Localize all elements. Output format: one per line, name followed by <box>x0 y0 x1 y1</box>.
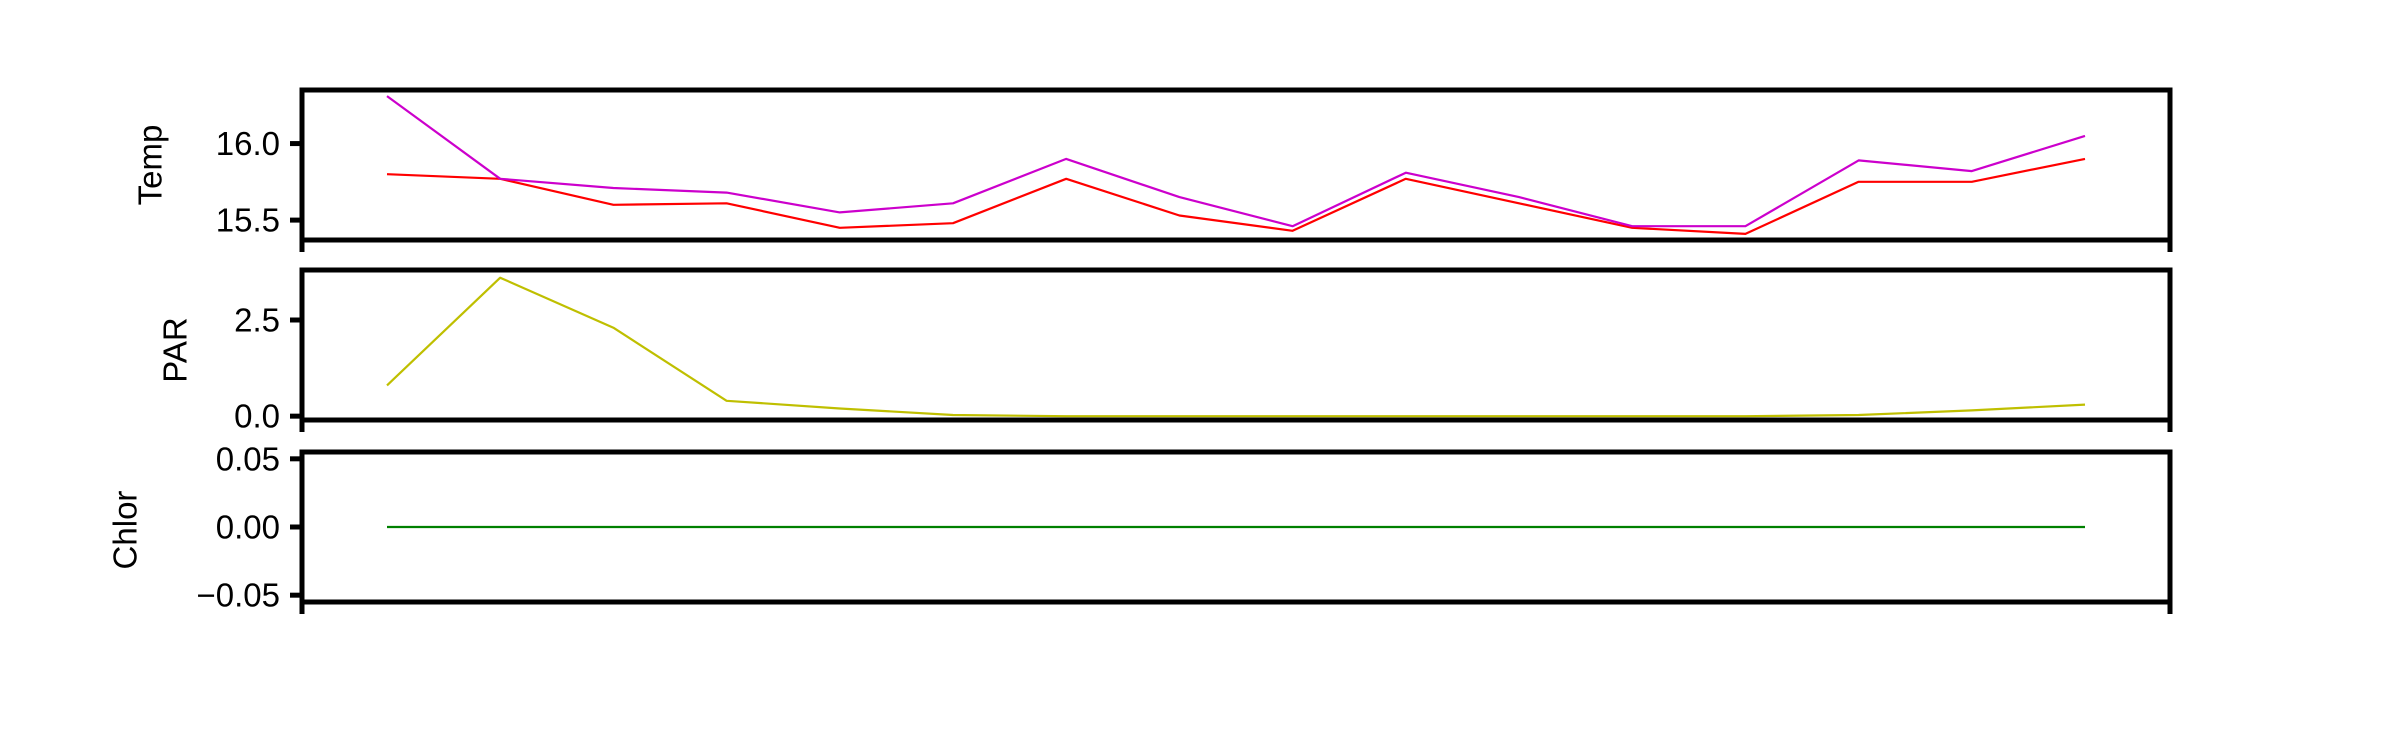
temp-series-line-1 <box>386 157 2086 235</box>
temp-y-axis-label: Temp <box>132 125 169 206</box>
par-y-axis-label: PAR <box>157 317 194 382</box>
par-y-tick-label: 2.5 <box>234 302 280 339</box>
par-series-line-1 <box>386 276 2086 418</box>
chlor-y-tick-label: 0.05 <box>216 440 280 477</box>
chlor-y-tick-label: 0.00 <box>216 509 280 546</box>
temp-axes-frame <box>299 87 2173 243</box>
temp-y-tick-label: 16.0 <box>216 125 280 162</box>
temp-y-tick-label: 15.5 <box>216 202 280 239</box>
temp-series-line-2 <box>386 95 2086 228</box>
temp-panel: 15.5 16.0 Temp <box>132 87 2173 252</box>
chlor-y-tick-label: −0.05 <box>197 577 281 614</box>
par-axes-frame <box>299 267 2173 423</box>
par-panel: 0.0 2.5 PAR <box>157 267 2173 435</box>
chlor-y-axis-label: Chlor <box>107 491 144 570</box>
chlor-panel: −0.05 0.00 0.05 Chlor <box>107 440 2173 614</box>
par-y-tick-label: 0.0 <box>234 398 280 435</box>
